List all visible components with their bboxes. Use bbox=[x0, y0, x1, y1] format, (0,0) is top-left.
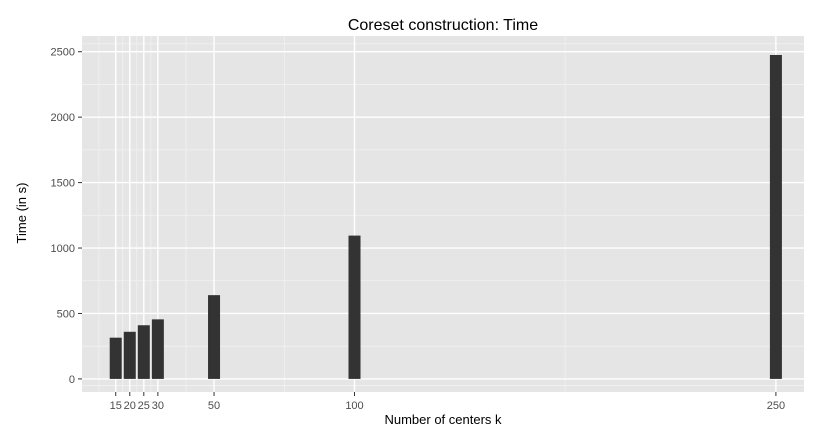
x-tick-label: 20 bbox=[124, 400, 136, 412]
x-tick-label: 15 bbox=[110, 400, 122, 412]
y-axis-ticks: 0 500 1000 1500 2000 2500 bbox=[51, 47, 82, 386]
x-axis-ticks: 15 20 25 30 50 100 250 bbox=[110, 392, 785, 412]
x-tick-label: 25 bbox=[138, 400, 150, 412]
y-tick-label: 1500 bbox=[51, 178, 75, 190]
y-tick-label: 1000 bbox=[51, 243, 75, 255]
major-gridlines bbox=[82, 36, 804, 392]
bar-k-20 bbox=[123, 331, 136, 379]
y-tick-label: 2000 bbox=[51, 112, 75, 124]
x-tick-label: 50 bbox=[208, 400, 220, 412]
bar-k-30 bbox=[151, 319, 164, 379]
y-tick-label: 0 bbox=[69, 374, 75, 386]
bar-k-100 bbox=[348, 235, 361, 379]
bar-k-250 bbox=[769, 54, 782, 379]
plot-panel bbox=[82, 36, 804, 392]
bar-k-25 bbox=[137, 325, 150, 379]
x-axis-title: Number of centers k bbox=[384, 412, 502, 427]
x-tick-label: 250 bbox=[767, 400, 785, 412]
bars bbox=[109, 54, 782, 379]
y-tick-label: 2500 bbox=[51, 47, 75, 59]
bar-k-50 bbox=[208, 295, 221, 379]
y-tick-label: 500 bbox=[57, 308, 75, 320]
bar-k-15 bbox=[109, 337, 122, 379]
x-tick-label: 100 bbox=[345, 400, 363, 412]
y-axis-title: Time (in s) bbox=[14, 183, 29, 244]
x-tick-label: 30 bbox=[152, 400, 164, 412]
chart-title: Coreset construction: Time bbox=[348, 17, 538, 34]
minor-gridlines bbox=[82, 36, 804, 392]
